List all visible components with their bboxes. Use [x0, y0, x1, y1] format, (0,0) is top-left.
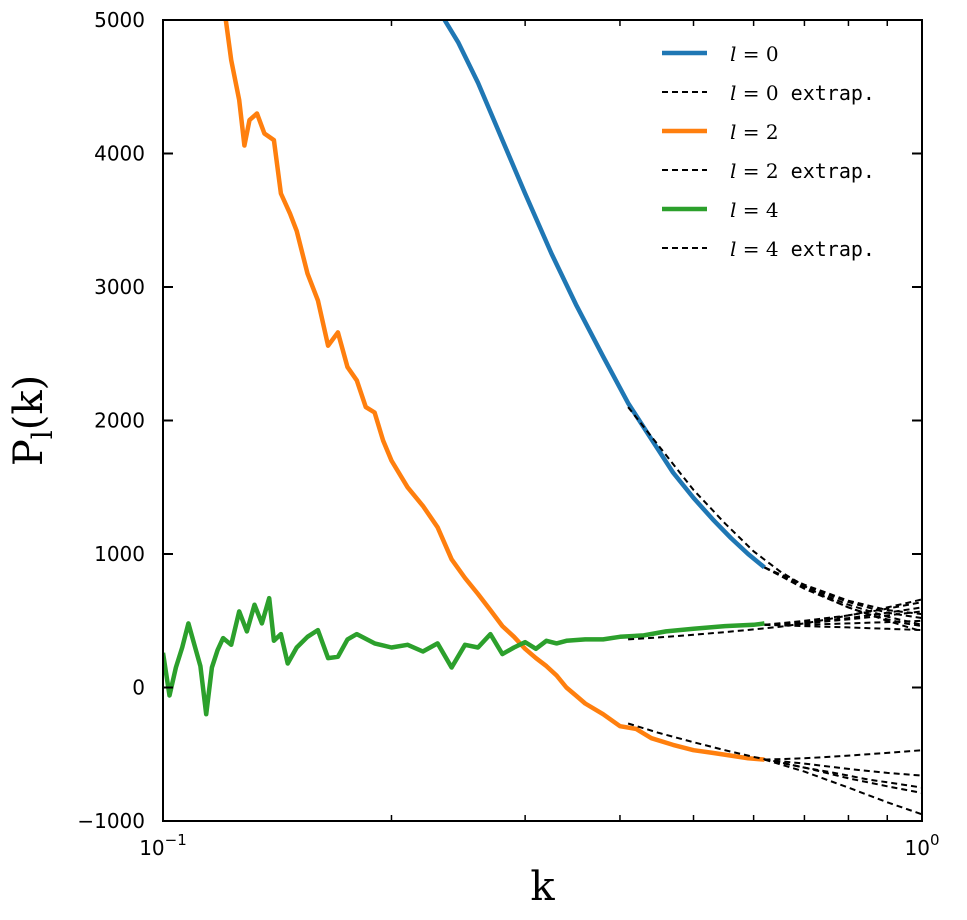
series-l-4-extrap	[628, 598, 922, 641]
x-tick-label: 100	[905, 831, 940, 860]
extrap-fan-1-curve-0	[764, 749, 922, 761]
y-tick-label: 2000	[94, 409, 145, 433]
y-tick-label: 5000	[94, 8, 145, 32]
y-axis-title: Pl(k)	[6, 375, 59, 466]
series-l-4	[163, 595, 765, 717]
series-l-0	[442, 20, 766, 570]
x-tick-label: 10−1	[139, 831, 187, 860]
legend-label: l = 4	[730, 198, 779, 222]
x-axis-title: k	[530, 864, 555, 910]
y-tick-label: 1000	[94, 542, 145, 566]
plot-frame	[162, 19, 923, 822]
extrap-fan-1-curve-1	[764, 758, 922, 777]
legend-label: l = 2	[730, 120, 779, 144]
tick-layer: −1000 0 1000 2000 3000 4000 5000 10−1 100	[77, 8, 939, 860]
extrap-fan-0-curve-1	[763, 566, 922, 626]
series-l-2	[223, 20, 765, 762]
series-l-2-extrap	[627, 722, 922, 789]
y-tick-label: 3000	[94, 275, 145, 299]
legend-label: l = 0	[730, 42, 779, 66]
legend-label: l = 0 extrap.	[730, 81, 875, 105]
legend-label: l = 2 extrap.	[730, 159, 875, 183]
extrap-fan-2-curve-2	[764, 610, 922, 626]
y-axis-title-main: P	[6, 439, 52, 466]
y-axis-title-tail: (k)	[6, 375, 52, 430]
y-tick-label: 4000	[94, 142, 145, 166]
series-layer	[163, 20, 922, 816]
legend: l = 0 l = 0 extrap. l = 2 l = 2 extrap. l = …	[662, 42, 875, 261]
extrap-fan-1-curve-3	[764, 758, 922, 816]
series-l-0-extrap	[627, 406, 922, 628]
legend-label: l = 4 extrap.	[730, 237, 875, 261]
extrap-fan-2-curve-1	[764, 606, 922, 626]
y-axis-title-sub: l	[26, 430, 59, 439]
extrap-fan-2-curve-4	[764, 623, 922, 632]
y-tick-label: −1000	[77, 809, 145, 833]
y-tick-label: 0	[132, 676, 145, 700]
